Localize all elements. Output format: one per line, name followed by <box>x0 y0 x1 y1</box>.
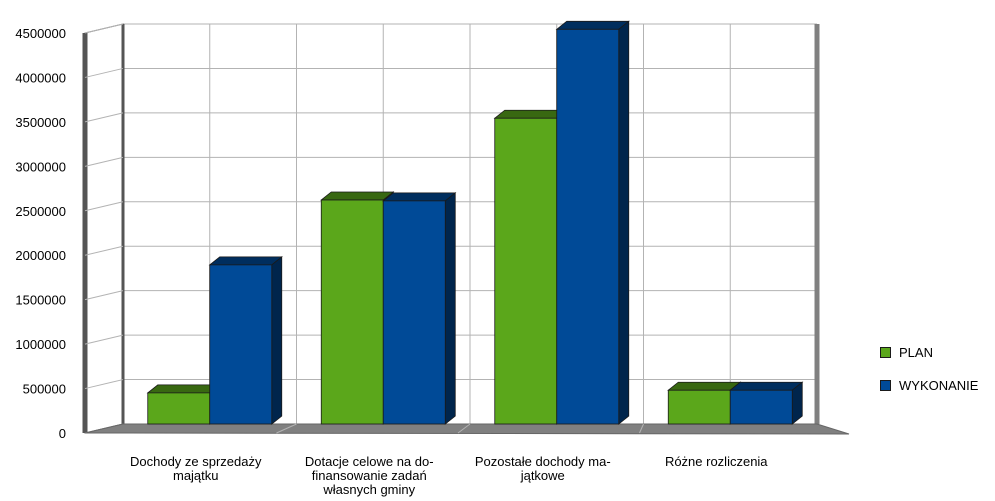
bar-front-face <box>320 199 384 425</box>
left-wall-gridline <box>84 290 124 301</box>
y-tick-label: 0 <box>59 426 66 441</box>
x-category-label: Dotacje celowe na do-finansowanie zadań w… <box>305 454 434 497</box>
legend-item-wykonanie: WYKONANIE <box>880 376 978 395</box>
bar-top-face <box>382 192 457 202</box>
left-wall-gridline <box>84 245 124 256</box>
bar-top-face <box>208 256 283 266</box>
legend-item-plan: PLAN <box>880 343 978 362</box>
floor-gridline <box>276 423 297 434</box>
bar-top-face <box>320 191 395 201</box>
bar-wykonanie-4 <box>729 381 804 425</box>
y-tick-label: 2500000 <box>15 204 66 219</box>
legend-swatch-wykonanie <box>880 380 891 391</box>
bar-front-face <box>556 28 620 425</box>
bar-plan-4 <box>667 381 742 425</box>
x-category-label: Dochody ze sprzedaży majątku <box>130 454 262 483</box>
y-tick-label: 2000000 <box>15 248 66 263</box>
bar-side-face <box>618 20 630 425</box>
bar-front-face <box>209 264 273 425</box>
bar-front-face <box>667 389 731 425</box>
legend-label-plan: PLAN <box>899 345 933 360</box>
left-wall-gridline <box>84 334 124 345</box>
y-tick-label: 4000000 <box>15 70 66 85</box>
bar-plan-1 <box>146 384 221 425</box>
bar-plan-3 <box>493 109 568 425</box>
bar-top-face <box>146 384 221 394</box>
floor-gridline <box>457 423 471 434</box>
y-tick-label: 1500000 <box>15 293 66 308</box>
bar-top-face <box>555 20 630 30</box>
legend-swatch-plan <box>880 347 891 358</box>
bar-front-face <box>382 200 446 425</box>
left-wall <box>84 23 124 434</box>
y-tick-label: 3500000 <box>15 115 66 130</box>
bar-top-face <box>493 109 568 119</box>
left-wall-gridline <box>84 112 124 123</box>
y-tick-label: 500000 <box>23 382 66 397</box>
floor <box>84 423 850 435</box>
x-category-label: Pozostałe dochody ma-jątkowe <box>475 454 611 483</box>
bar-plan-2 <box>320 191 395 425</box>
left-wall-gridline <box>84 379 124 390</box>
legend: PLAN WYKONANIE <box>880 343 978 409</box>
y-tick-label: 1000000 <box>15 337 66 352</box>
left-wall-gridline <box>84 23 124 34</box>
bar-side-face <box>444 192 456 425</box>
x-category-label: Różne rozliczenia <box>665 454 768 469</box>
bar-top-face <box>729 381 804 391</box>
y-tick-label: 4500000 <box>15 26 66 41</box>
y-tick-label: 3000000 <box>15 159 66 174</box>
bar-wykonanie-3 <box>555 20 630 425</box>
bar-wykonanie-1 <box>208 256 283 425</box>
left-wall-gridline <box>84 67 124 78</box>
left-wall-gridline <box>84 201 124 212</box>
bar-side-face <box>271 256 283 425</box>
bar-front-face <box>494 117 558 425</box>
bar-top-face <box>667 381 742 391</box>
bar-front-face <box>729 389 793 425</box>
bar-wykonanie-2 <box>382 192 457 425</box>
bar-front-face <box>147 392 211 425</box>
left-wall-gridline <box>84 156 124 167</box>
floor-gridline <box>639 423 644 434</box>
legend-label-wykonanie: WYKONANIE <box>899 378 979 393</box>
